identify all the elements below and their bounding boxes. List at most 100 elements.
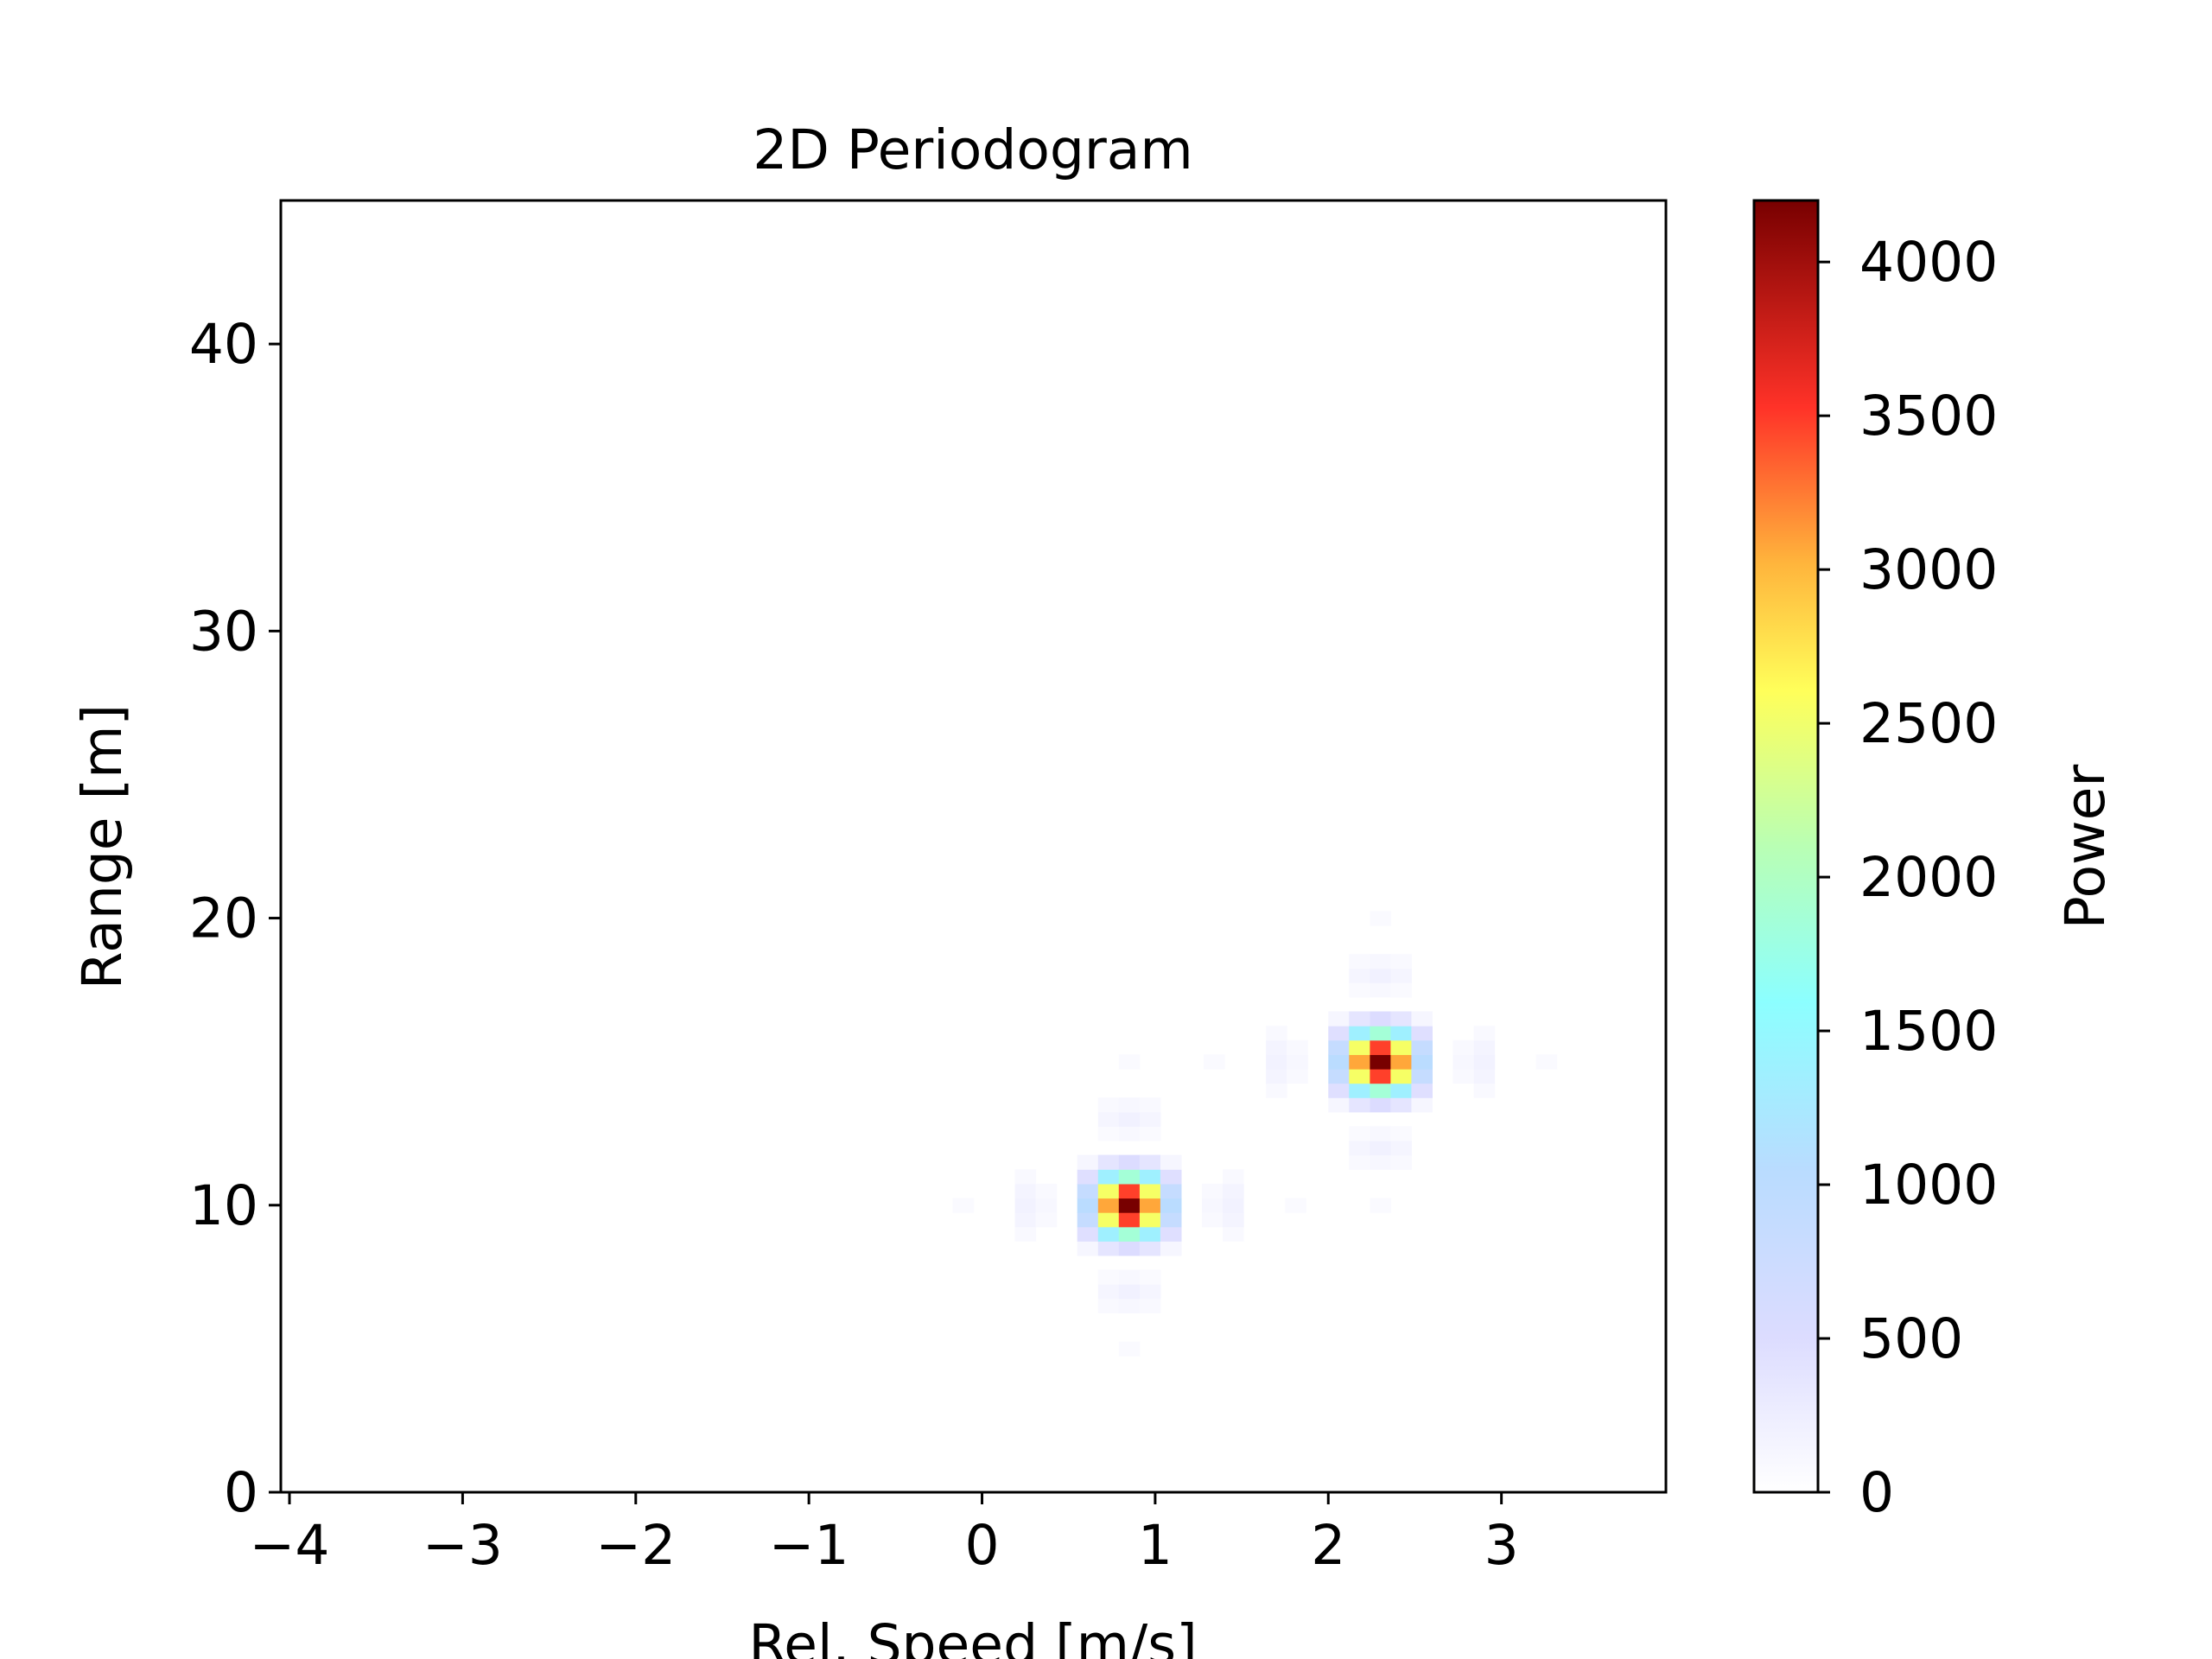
heatmap-cell [1014, 1169, 1037, 1185]
colorbar-axis: 0 500 1000 1500 2000 2500 3000 3500 4000 [1818, 231, 1998, 1524]
heatmap-cell [1390, 1069, 1412, 1084]
heatmap-cell [1097, 1198, 1120, 1213]
heatmap-cell [1370, 982, 1391, 998]
heatmap-cell [1411, 1097, 1433, 1113]
x-axis: −4 −3 −2 −1 0 1 2 3 [250, 1492, 1519, 1577]
heatmap-cell [1473, 1083, 1496, 1098]
heatmap-cell [1118, 1111, 1141, 1127]
heatmap-cell [1349, 1126, 1370, 1141]
heatmap-cell [1390, 1097, 1412, 1113]
heatmap-cell [1370, 1097, 1391, 1113]
heatmap-cell [1349, 1141, 1370, 1156]
heatmap-cell [1328, 1083, 1350, 1098]
heatmap-cell [1160, 1212, 1182, 1228]
heatmap-cell [1139, 1169, 1161, 1185]
heatmap-cell [1139, 1154, 1161, 1170]
x-tick-label: 1 [1138, 1514, 1173, 1577]
heatmap-cell [1328, 1069, 1350, 1084]
colorbar-tick-label: 1000 [1859, 1154, 1998, 1217]
heatmap-cell [1160, 1226, 1182, 1242]
heatmap-cell [1118, 1241, 1141, 1256]
heatmap-cell [1411, 1026, 1433, 1041]
heatmap-cell [1097, 1298, 1120, 1313]
heatmap-cell [1285, 1198, 1306, 1213]
heatmap-cell [1266, 1069, 1287, 1084]
heatmap-cell [1223, 1212, 1244, 1228]
heatmap-cell [1139, 1126, 1161, 1141]
heatmap-cell [1223, 1198, 1244, 1213]
heatmap-cell [1349, 1054, 1370, 1070]
colorbar-tick-label: 0 [1859, 1461, 1894, 1524]
heatmap-cell [1411, 1083, 1433, 1098]
colorbar-tick-label: 3500 [1859, 385, 1998, 448]
heatmap-cell [1390, 1083, 1412, 1098]
colorbar-label: Power [2054, 765, 2117, 930]
heatmap-cell [1118, 1126, 1141, 1141]
heatmap-cell [1411, 1039, 1433, 1055]
heatmap-cell [1118, 1097, 1141, 1113]
y-tick-label: 20 [189, 887, 258, 950]
heatmap-cell [1097, 1241, 1120, 1256]
heatmap-cell [1077, 1241, 1099, 1256]
heatmap-cell [1390, 1054, 1412, 1070]
heatmap-cell [1266, 1083, 1287, 1098]
heatmap-cell [1097, 1212, 1120, 1228]
heatmap-cell [1097, 1154, 1120, 1170]
heatmap-cell [1160, 1154, 1182, 1170]
heatmap-cell [1390, 1154, 1412, 1170]
heatmap-cell [1390, 1026, 1412, 1041]
heatmap-cell [1139, 1198, 1161, 1213]
heatmap-cell [1014, 1198, 1037, 1213]
colorbar-tick-label: 3000 [1859, 538, 1998, 601]
y-axis-label: Range [m] [71, 704, 134, 989]
heatmap-cell [1077, 1212, 1099, 1228]
y-tick-label: 0 [224, 1461, 258, 1524]
heatmap-cell [1077, 1169, 1099, 1185]
heatmap-cell [1202, 1183, 1224, 1199]
heatmap-cell [1014, 1183, 1037, 1199]
heatmap-cell [952, 1198, 975, 1213]
heatmap-cell [1204, 1054, 1225, 1070]
heatmap-cell [1223, 1169, 1244, 1185]
heatmap-cell [1370, 1069, 1391, 1084]
heatmap-cell [1370, 1026, 1391, 1041]
heatmap-cell [1077, 1198, 1099, 1213]
heatmap-cell [1202, 1212, 1224, 1228]
heatmap-cell [1370, 1039, 1391, 1055]
heatmap-cell [1411, 1069, 1433, 1084]
x-tick-label: −3 [423, 1514, 503, 1577]
heatmap-cell [1390, 1141, 1412, 1156]
heatmap-cell [1097, 1126, 1120, 1141]
y-tick-label: 30 [189, 600, 258, 663]
heatmap-cell [1390, 1011, 1412, 1027]
heatmap-cell [1328, 1026, 1350, 1041]
heatmap-cell [1390, 982, 1412, 998]
heatmap-cell [1035, 1212, 1058, 1228]
heatmap-cell [1370, 968, 1391, 983]
heatmap-cell [1349, 968, 1370, 983]
y-axis: 0 10 20 30 40 [189, 313, 281, 1524]
plot-background [281, 200, 1666, 1492]
heatmap-cell [1349, 1026, 1370, 1041]
heatmap-cell [1160, 1169, 1182, 1185]
heatmap-cell [1035, 1198, 1058, 1213]
heatmap-cell [1473, 1054, 1496, 1070]
heatmap-cell [1349, 1083, 1370, 1098]
y-tick-label: 40 [189, 313, 258, 376]
heatmap-cell [1349, 1154, 1370, 1170]
plot-frame [279, 199, 1668, 1494]
heatmap-cell [1139, 1241, 1161, 1256]
heatmap-cell [1328, 1011, 1350, 1027]
colorbar-tick-label: 1500 [1859, 1000, 1998, 1063]
heatmap-cell [1097, 1111, 1120, 1127]
heatmap-cell [1370, 954, 1391, 969]
heatmap-cell [1223, 1183, 1244, 1199]
heatmap-cell [1118, 1183, 1141, 1199]
heatmap-cell [1349, 982, 1370, 998]
heatmap-cell [1473, 1026, 1496, 1041]
heatmap-cell [1035, 1183, 1058, 1199]
heatmap-cell [1266, 1039, 1287, 1055]
heatmap-cell [1118, 1341, 1141, 1357]
heatmap-cell [1160, 1241, 1182, 1256]
heatmap-cell [1370, 1141, 1391, 1156]
